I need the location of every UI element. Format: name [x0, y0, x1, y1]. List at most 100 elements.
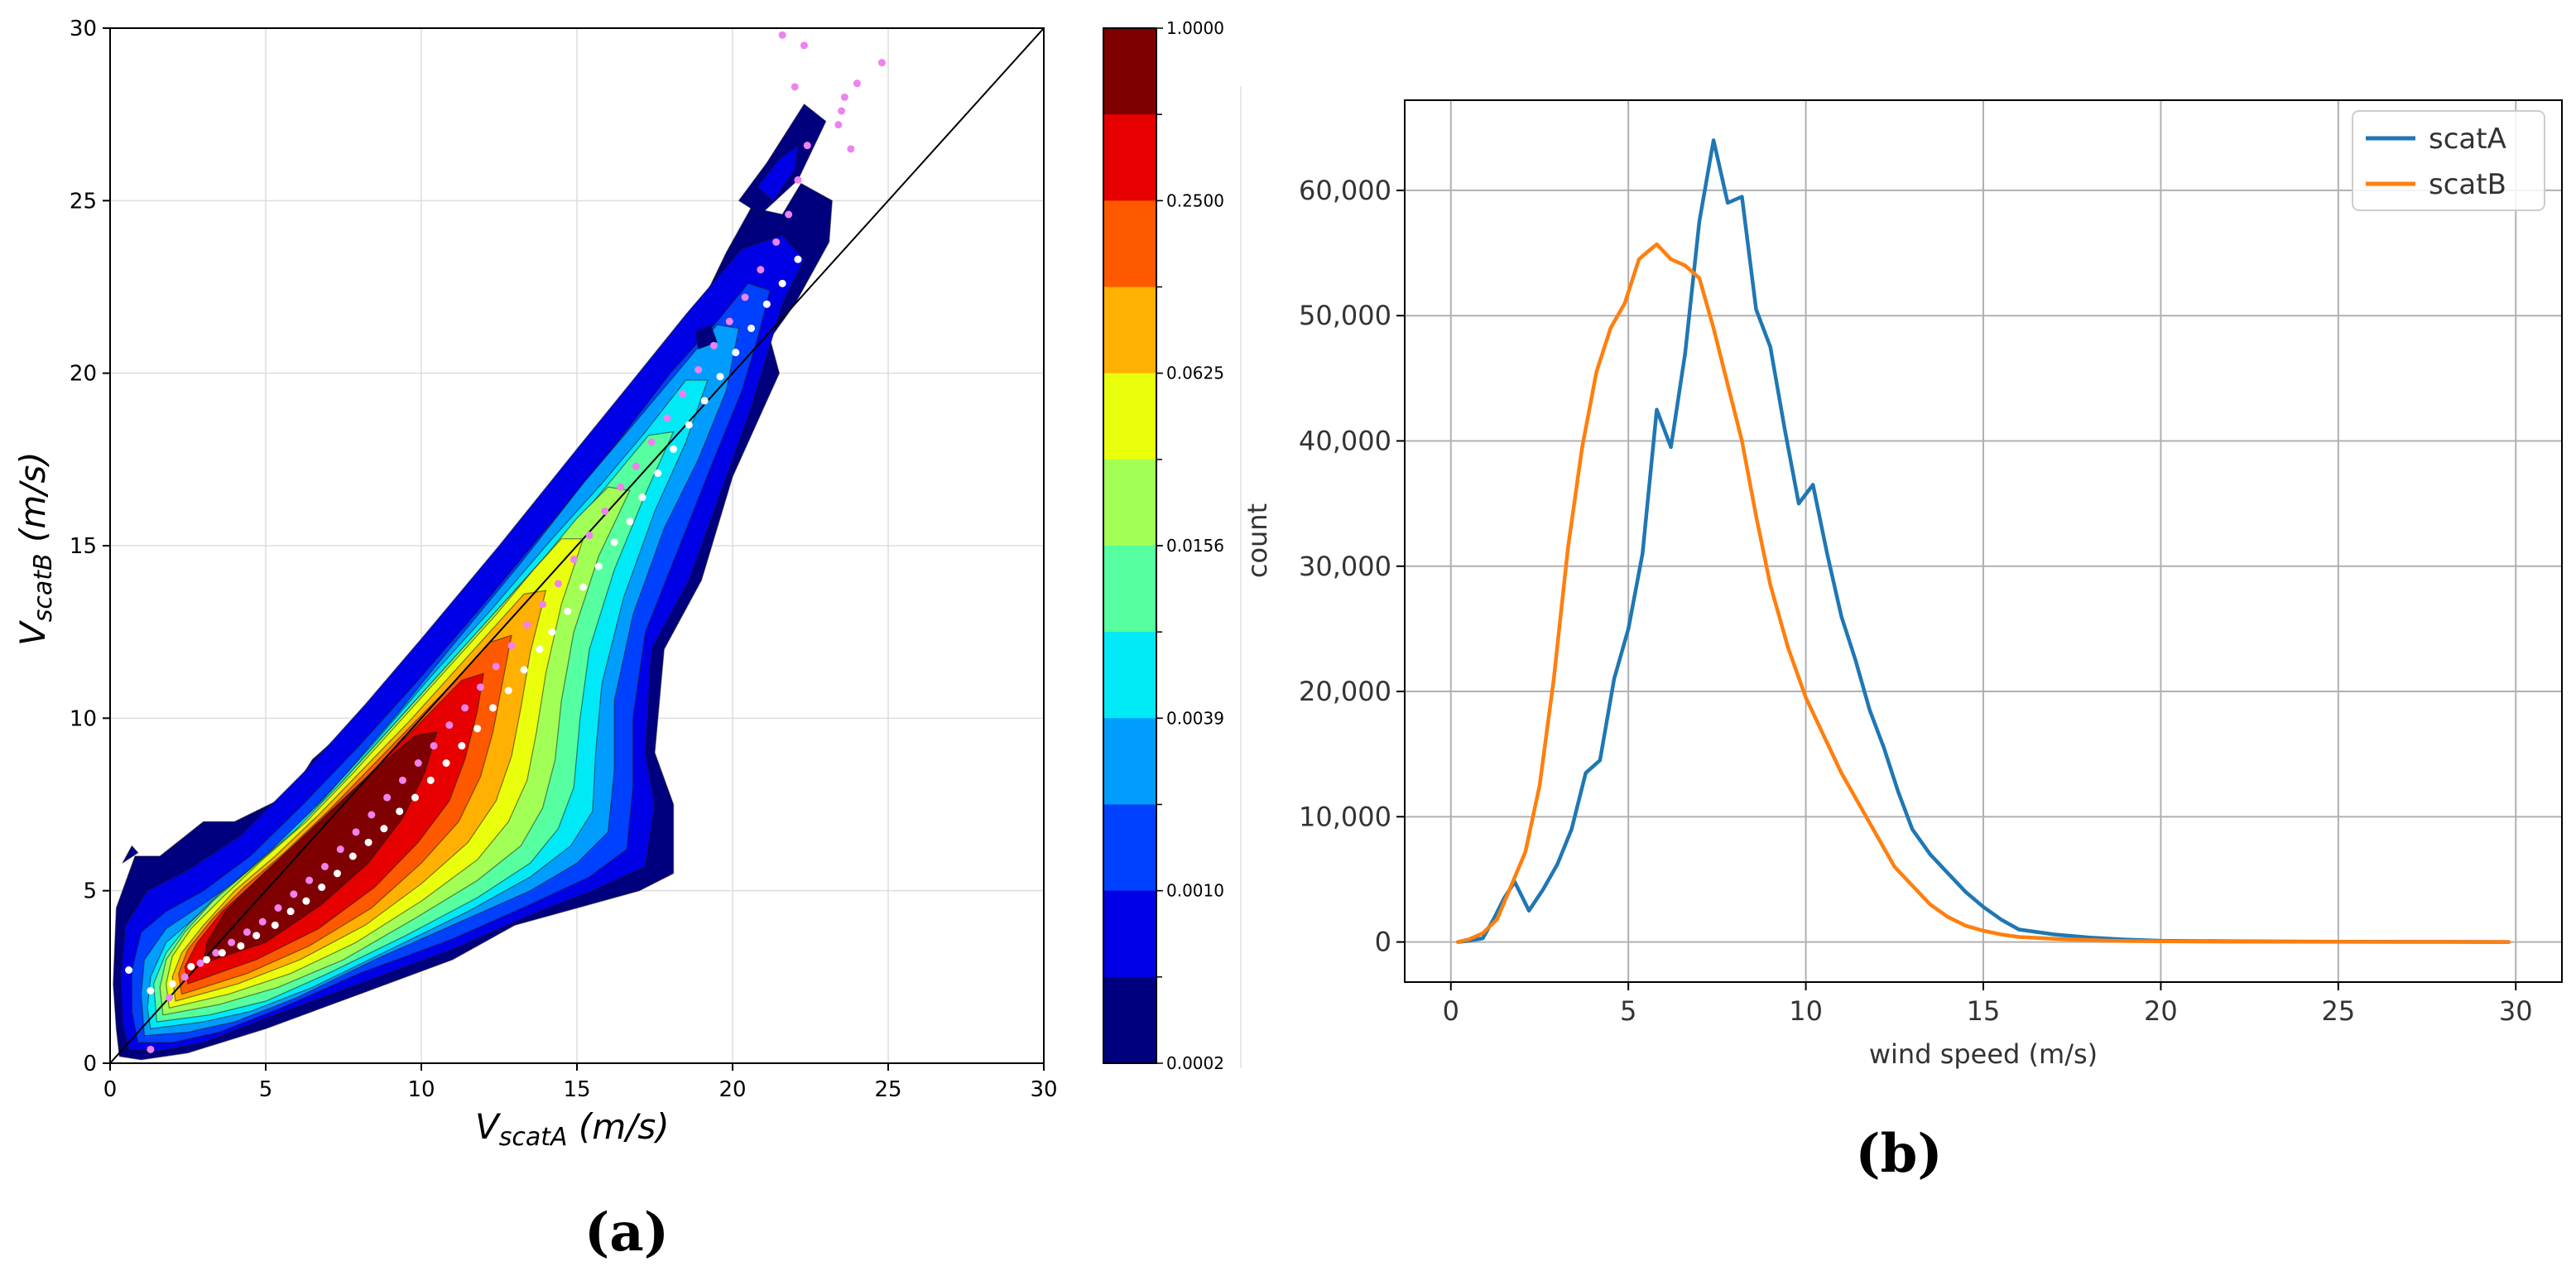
violet-dot-0 [147, 1045, 155, 1053]
violet-dot-48 [778, 31, 786, 39]
violet-dot-2 [180, 973, 189, 981]
violet-dot-37 [725, 317, 733, 325]
white-dot-39 [747, 325, 756, 332]
white-dot-5 [218, 949, 226, 957]
panel-b-xtick-label-6: 30 [2499, 995, 2533, 1027]
violet-dot-21 [476, 683, 484, 691]
colorbar-tick-label-2: 0.0625 [1166, 364, 1224, 383]
colorbar-segment-10 [1103, 890, 1156, 978]
panel-a-x-ticks: 0 5 10 15 20 25 30 [103, 1063, 1058, 1102]
violet-dot-12 [336, 845, 344, 854]
white-dot-31 [626, 518, 634, 526]
colorbar-tick-label-1: 0.2500 [1166, 190, 1224, 210]
violet-dot-39 [757, 266, 765, 274]
legend-label-scatB: scatB [2429, 168, 2506, 201]
panel-b-ytick-label-3: 30,000 [1299, 551, 1391, 582]
white-dot-12 [333, 869, 341, 878]
violet-dot-5 [228, 938, 236, 946]
panel-b-x-axis-label: wind speed (m/s) [1869, 1038, 2098, 1070]
violet-dot-19 [445, 721, 454, 730]
violet-dot-11 [320, 863, 329, 870]
white-dot-8 [271, 921, 279, 929]
white-dot-1 [147, 987, 155, 994]
colorbar-tick-label-3: 0.0156 [1166, 536, 1224, 556]
violet-dot-38 [741, 293, 749, 301]
panel-b-ytick-label-2: 20,000 [1299, 676, 1391, 707]
white-dot-10 [302, 897, 310, 905]
white-dot-38 [732, 349, 740, 357]
panel-b-xtick-label-5: 25 [2321, 995, 2355, 1027]
white-dot-37 [716, 373, 724, 381]
violet-dot-16 [398, 776, 406, 784]
panel-a-ytick-label-1: 5 [83, 879, 97, 904]
violet-dot-6 [243, 928, 251, 937]
panel-a-xtick-label-1: 5 [259, 1077, 273, 1102]
white-dot-14 [364, 838, 372, 846]
white-dot-22 [488, 704, 497, 712]
panel-a-xtick-label-4: 20 [718, 1077, 746, 1102]
panel-a-x-axis-label: VscatA (m/s) [475, 1106, 670, 1152]
violet-dot-50 [877, 59, 886, 67]
panel-b-xtick-label-4: 20 [2144, 995, 2178, 1027]
white-dot-3 [187, 962, 195, 970]
violet-dot-35 [694, 366, 703, 373]
panel-a-y-ticks: 0 5 10 15 20 25 30 [70, 17, 110, 1076]
panel-a-label: (a) [584, 1202, 669, 1264]
violet-dot-4 [212, 949, 220, 957]
violet-dot-1 [165, 994, 173, 1002]
panel-b-label: (b) [1855, 1123, 1942, 1185]
panel-a-ytick-label-3: 15 [70, 534, 97, 559]
violet-dot-20 [461, 704, 469, 712]
panel-b-xtick-label-0: 0 [1443, 995, 1459, 1027]
panel-b-histogram-plot: 0 5 10 15 20 25 30 0 10,000 20,000 30,000 40,000 50… [1242, 99, 2563, 1185]
colorbar-segment-11 [1103, 976, 1156, 1064]
violet-dot-45 [838, 107, 846, 115]
violet-dot-33 [663, 414, 671, 422]
white-dot-41 [778, 279, 786, 287]
legend-label-scatA: scatA [2429, 123, 2506, 156]
panel-b-legend: scatA scatB [2352, 110, 2545, 211]
white-dot-40 [762, 300, 771, 308]
panel-b-x-ticks: 0 5 10 15 20 25 30 [1443, 982, 2533, 1027]
violet-dot-42 [794, 176, 802, 184]
series-line-scatA [1456, 138, 2511, 944]
violet-dot-3 [196, 959, 204, 967]
series-line-scatB [1456, 242, 2511, 944]
panel-b-ytick-label-4: 40,000 [1299, 425, 1391, 456]
violet-dot-34 [679, 390, 687, 398]
violet-dot-13 [352, 828, 360, 836]
white-dot-33 [654, 470, 662, 477]
violet-dot-23 [507, 642, 516, 650]
violet-dot-7 [258, 917, 267, 926]
white-dot-19 [442, 759, 450, 767]
violet-dot-52 [847, 145, 855, 153]
white-dot-6 [237, 941, 245, 950]
violet-dot-26 [554, 580, 562, 588]
violet-dot-46 [840, 93, 848, 101]
white-dot-18 [426, 776, 435, 784]
white-dot-32 [638, 494, 646, 502]
contour-blob-3 [122, 845, 139, 864]
violet-dot-28 [585, 532, 594, 539]
contour-blob-1 [757, 144, 799, 202]
colorbar-tick-label-5: 0.0010 [1166, 881, 1224, 901]
violet-dot-51 [791, 83, 799, 91]
colorbar-segment-2 [1103, 200, 1156, 288]
violet-dot-8 [274, 904, 282, 912]
white-dot-24 [520, 666, 528, 674]
panel-b-gridlines [1405, 100, 2562, 982]
colorbar-segment-3 [1103, 287, 1156, 374]
panel-a-ytick-label-2: 10 [70, 706, 97, 731]
violet-dot-15 [383, 793, 392, 802]
identity-line [110, 28, 1044, 1063]
white-dot-23 [504, 686, 512, 695]
white-dot-29 [594, 562, 603, 571]
colorbar-tick-label-4: 0.0039 [1166, 708, 1224, 728]
white-dot-36 [700, 397, 709, 405]
colorbar-tick-label-6: 0.0002 [1166, 1053, 1224, 1073]
violet-dot-49 [800, 41, 808, 50]
white-dot-27 [564, 607, 572, 615]
violet-dot-47 [853, 79, 861, 88]
colorbar-segment-0 [1103, 28, 1156, 115]
